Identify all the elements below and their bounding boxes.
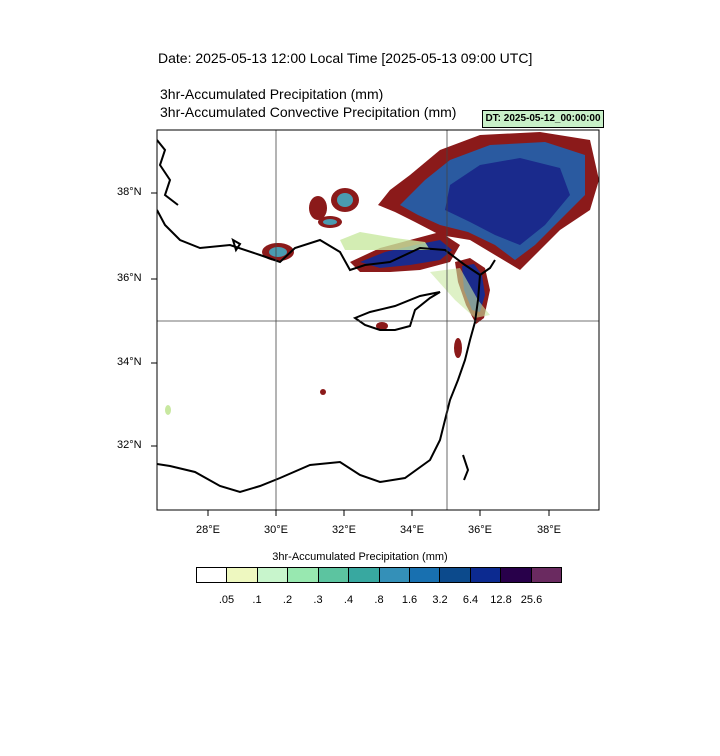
- date-title: Date: 2025-05-13 12:00 Local Time [2025-…: [158, 50, 533, 66]
- precip-cell-west-core: [269, 247, 287, 257]
- precip-light-band: [340, 232, 430, 250]
- lon-tick-34: 34°E: [400, 524, 424, 536]
- coast-dead-sea: [462, 454, 470, 481]
- colorbar-label: .2: [282, 594, 293, 606]
- colorbar-swatch: [440, 568, 471, 582]
- colorbar: [196, 567, 562, 583]
- precip-cell-aegean-2: [309, 196, 327, 220]
- colorbar-swatch: [470, 568, 502, 582]
- colorbar-swatch: [257, 568, 289, 582]
- colorbar-label: 25.6: [520, 594, 543, 606]
- lat-tick-38: 38°N: [117, 186, 142, 198]
- precip-cell-coast: [454, 338, 462, 358]
- gridlines: [157, 130, 599, 510]
- coast-aegean: [157, 139, 179, 206]
- precip-field: [165, 132, 599, 415]
- colorbar-label: 1.6: [401, 594, 418, 606]
- lon-tick-30: 30°E: [264, 524, 288, 536]
- colorbar-label: .3: [313, 594, 323, 606]
- coast-turkey-south: [157, 209, 496, 277]
- precip-title: 3hr-Accumulated Precipitation (mm): [160, 86, 384, 102]
- colorbar-swatch: [349, 568, 380, 582]
- precip-cell-aegean-3-core: [323, 219, 337, 225]
- lat-tick-36: 36°N: [117, 272, 142, 284]
- colorbar-label: 12.8: [490, 594, 512, 606]
- lon-tick-32: 32°E: [332, 524, 356, 536]
- colorbar-label: .1: [252, 594, 262, 606]
- coast-island-rhodes: [231, 237, 242, 253]
- lat-tick-34: 34°N: [117, 356, 142, 368]
- colorbar-swatch: [318, 568, 350, 582]
- colorbar-label: .05: [218, 594, 235, 606]
- precip-cell-ne-core: [445, 158, 570, 245]
- lon-tick-28: 28°E: [196, 524, 220, 536]
- coastlines: [157, 139, 496, 494]
- colorbar-label: .4: [343, 594, 354, 606]
- precip-cell-small: [320, 389, 326, 395]
- precip-cell-cyprus: [376, 322, 388, 330]
- lon-tick-36: 36°E: [468, 524, 492, 536]
- colorbar-label: 6.4: [462, 594, 479, 606]
- coast-levant: [157, 274, 481, 494]
- map-frame: [156, 129, 600, 511]
- dt-label-box: DT: 2025-05-12_00:00:00: [482, 110, 604, 128]
- precip-cell-west-edge: [165, 405, 171, 415]
- colorbar-label: .8: [374, 594, 384, 606]
- coast-cyprus: [352, 291, 441, 331]
- colorbar-swatch: [531, 568, 562, 582]
- colorbar-swatch: [501, 568, 532, 582]
- colorbar-swatch: [409, 568, 441, 582]
- colorbar-label: 3.2: [432, 594, 448, 606]
- colorbar-swatch: [197, 568, 228, 582]
- lon-tick-38: 38°E: [537, 524, 561, 536]
- precip-cell-aegean-core: [337, 193, 353, 207]
- colorbar-swatch: [227, 568, 258, 582]
- precip-light-band-2: [430, 268, 490, 318]
- convective-precip-title: 3hr-Accumulated Convective Precipitation…: [160, 104, 457, 120]
- colorbar-swatch: [288, 568, 319, 582]
- map-content: [157, 130, 599, 510]
- lat-tick-32: 32°N: [117, 439, 142, 451]
- colorbar-swatch: [379, 568, 410, 582]
- colorbar-title: 3hr-Accumulated Precipitation (mm): [272, 551, 448, 563]
- tick-marks: [151, 192, 550, 516]
